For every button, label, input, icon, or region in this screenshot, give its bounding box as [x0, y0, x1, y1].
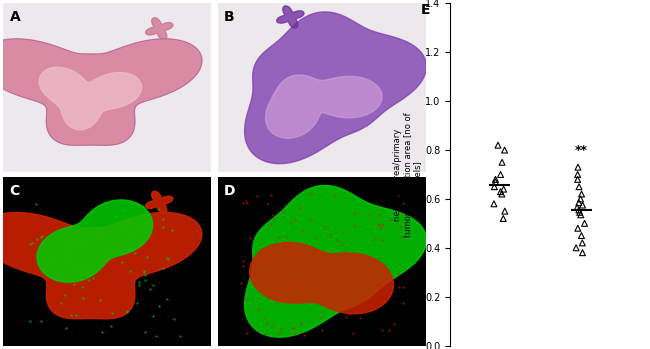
Point	[573, 225, 583, 231]
Point	[577, 233, 587, 238]
Polygon shape	[244, 12, 426, 164]
Point	[490, 177, 501, 182]
Point	[575, 196, 586, 202]
Polygon shape	[39, 67, 142, 130]
Point	[490, 179, 501, 185]
Point	[571, 245, 581, 251]
Point	[573, 172, 583, 177]
Point	[579, 221, 590, 226]
Polygon shape	[0, 39, 202, 145]
Text: **: **	[575, 144, 588, 157]
Point	[573, 177, 583, 182]
Point	[577, 240, 588, 246]
Polygon shape	[265, 75, 382, 138]
Point	[573, 164, 583, 170]
Point	[495, 189, 506, 194]
Point	[577, 191, 587, 197]
Text: A: A	[10, 10, 20, 24]
Text: D: D	[224, 184, 235, 198]
Y-axis label: necrosis area/primary
tumor crossection area [no of
pixels]: necrosis area/primary tumor crossection …	[393, 112, 422, 237]
Text: E: E	[421, 3, 430, 17]
Point	[498, 216, 508, 221]
Point	[575, 212, 586, 218]
Point	[493, 142, 503, 148]
Polygon shape	[37, 200, 153, 282]
Point	[577, 250, 588, 255]
Polygon shape	[146, 18, 173, 40]
Polygon shape	[0, 39, 202, 145]
Text: B: B	[224, 10, 235, 24]
Point	[489, 184, 500, 190]
Polygon shape	[277, 6, 304, 28]
Point	[574, 200, 584, 205]
Point	[574, 184, 584, 190]
Point	[575, 209, 585, 215]
Point	[489, 201, 499, 207]
Point	[497, 159, 507, 165]
Polygon shape	[0, 213, 202, 319]
Polygon shape	[146, 191, 173, 213]
Point	[572, 205, 582, 210]
Point	[499, 186, 509, 192]
Point	[497, 191, 507, 197]
Point	[577, 202, 588, 208]
Point	[574, 207, 584, 213]
Point	[495, 172, 506, 177]
Point	[499, 147, 510, 153]
Polygon shape	[250, 243, 393, 314]
Polygon shape	[244, 185, 426, 337]
Point	[500, 208, 510, 214]
Text: C: C	[10, 184, 20, 198]
